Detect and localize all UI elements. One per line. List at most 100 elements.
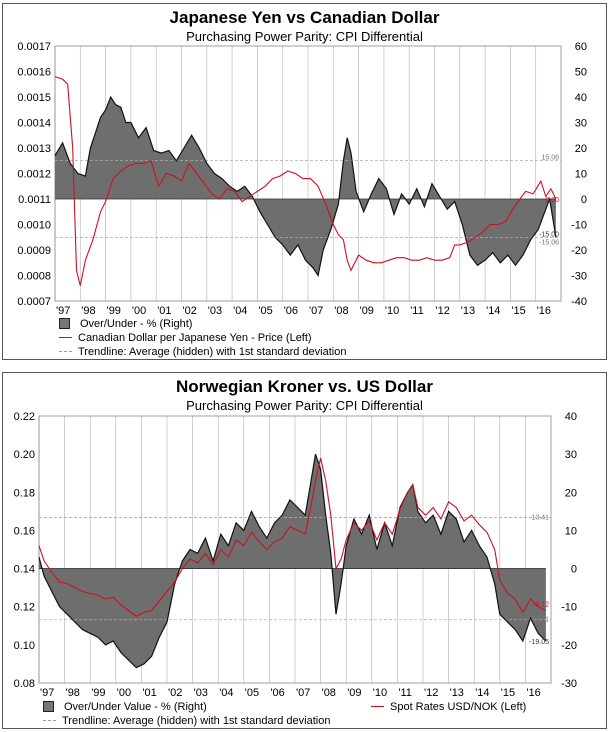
x-tick-label: '97	[40, 687, 54, 699]
legend-item-line: Spot Rates USD/NOK (Left)	[371, 700, 526, 713]
y-left-tick-label: 0.0008	[17, 271, 51, 283]
x-tick-label: '02	[183, 305, 197, 317]
y-left-tick-label: 0.18	[14, 487, 35, 499]
y-right-tick-label: 30	[565, 449, 577, 461]
y-right-tick-label: 20	[565, 487, 577, 499]
legend-item-trend: Trendline: Average (hidden) with 1st sta…	[59, 345, 346, 358]
legend-item-area: Over/Under Value - % (Right)	[43, 700, 207, 713]
annotation-value: -9.12	[533, 601, 549, 608]
x-tick-label: '13	[461, 305, 475, 317]
y-right-tick-label: 20	[575, 143, 587, 155]
series-price-line	[38, 457, 547, 617]
x-tick-label: '15	[511, 305, 525, 317]
x-tick-label: '13	[450, 687, 464, 699]
y-right-tick-label: 0	[571, 564, 577, 576]
x-tick-label: '15	[501, 687, 515, 699]
y-left-tick-label: 0.14	[14, 564, 35, 576]
chart-panel-yen-cad: Japanese Yen vs Canadian Dollar Purchasi…	[2, 3, 607, 360]
x-tick-label: '09	[360, 305, 374, 317]
series-area-outline	[38, 453, 547, 669]
x-tick-label: '03	[208, 305, 222, 317]
chart-title: Japanese Yen vs Canadian Dollar	[169, 8, 440, 27]
x-tick-label: '11	[410, 305, 424, 317]
x-tick-label: '99	[91, 687, 105, 699]
y-left-tick-label: 0.16	[14, 525, 35, 537]
y-left-tick-label: 0.0010	[17, 220, 51, 232]
x-tick-label: '16	[526, 687, 540, 699]
legend-label-area: Over/Under - % (Right)	[80, 317, 193, 330]
x-tick-label: '14	[475, 687, 489, 699]
y-right-tick-label: -10	[571, 220, 587, 232]
x-tick-label: '06	[284, 305, 298, 317]
x-tick-label: '14	[486, 305, 500, 317]
legend-swatch-line	[59, 337, 72, 338]
x-tick-label: '07	[309, 305, 323, 317]
y-right-tick-label: -10	[561, 602, 577, 614]
y-right-tick-label: 50	[575, 67, 587, 79]
series-price-line	[54, 76, 557, 286]
legend-label-trend: Trendline: Average (hidden) with 1st sta…	[62, 714, 331, 727]
x-tick-label: '08	[322, 687, 336, 699]
y-left-tick-label: 0.10	[14, 640, 35, 652]
y-left-tick-label: 0.0011	[18, 194, 51, 206]
y-left-tick-label: 0.0016	[17, 67, 51, 79]
y-left-tick-label: 0.08	[14, 678, 35, 690]
legend-label-trend: Trendline: Average (hidden) with 1st sta…	[78, 345, 347, 358]
x-tick-label: '06	[270, 687, 284, 699]
x-tick-label: '02	[168, 687, 182, 699]
x-tick-label: '10	[373, 687, 387, 699]
x-tick-label: '05	[258, 305, 272, 317]
y-right-tick-label: -20	[561, 640, 577, 652]
chart-plot-nok-usd: '97 '98 '99 '00 '01 '02 '03 '04 '05 '06 '07 '08 '09 '…	[14, 411, 577, 699]
y-left-tick-label: 0.0012	[17, 169, 51, 181]
plot-frame	[38, 415, 552, 684]
x-tick-label: '01	[157, 305, 171, 317]
chart-title: Norwegian Kroner vs. US Dollar	[176, 377, 433, 396]
y-left-tick-label: 0.22	[14, 411, 35, 423]
x-tick-label: '03	[194, 687, 208, 699]
y-left-tick-label: 0.12	[14, 602, 35, 614]
x-tick-label: '98	[81, 305, 95, 317]
x-tick-label: '11	[398, 687, 412, 699]
x-tick-label: '12	[424, 687, 438, 699]
chart-subtitle: Purchasing Power Parity: CPI Differentia…	[186, 29, 423, 44]
x-tick-label: '12	[436, 305, 450, 317]
y-right-tick-label: -30	[561, 678, 577, 690]
legend-swatch-trend	[43, 720, 56, 721]
legend-item-area: Over/Under - % (Right)	[59, 317, 192, 330]
y-right-tick-label: 10	[565, 525, 577, 537]
annotation-value: 0.00	[545, 197, 559, 204]
x-tick-label: '09	[347, 687, 361, 699]
y-right-tick-label: -40	[571, 296, 587, 308]
y-right-tick-label: 10	[575, 169, 587, 181]
y-left-tick-label: 0.20	[14, 449, 35, 461]
chart-subtitle: Purchasing Power Parity: CPI Differentia…	[186, 398, 423, 413]
chart-panel-nok-usd: Norwegian Kroner vs. US Dollar Purchasin…	[2, 372, 607, 729]
y-left-tick-label: 0.0013	[17, 143, 51, 155]
y-right-tick-label: 60	[575, 41, 587, 53]
y-right-tick-label: -20	[571, 245, 587, 257]
x-tick-label: '99	[107, 305, 121, 317]
legend-label-line: Spot Rates USD/NOK (Left)	[390, 700, 527, 713]
series-area-fill	[55, 97, 556, 276]
annotation-value: -13.41	[529, 617, 549, 624]
annotation-value: 15.06	[541, 155, 559, 162]
legend-label-line: Canadian Dollar per Japanese Yen - Price…	[78, 331, 312, 344]
x-tick-label: '00	[117, 687, 131, 699]
x-tick-label: '04	[233, 305, 247, 317]
annotation-value: -19.05	[529, 639, 549, 646]
y-left-tick-label: 0.0017	[17, 41, 51, 53]
legend-item-trend: Trendline: Average (hidden) with 1st sta…	[43, 714, 330, 727]
series-area-outline	[54, 95, 557, 278]
legend-item-line: Canadian Dollar per Japanese Yen - Price…	[59, 331, 312, 344]
y-left-tick-label: 0.0009	[17, 245, 51, 257]
y-right-tick-label: 30	[575, 118, 587, 130]
series-area-fill	[39, 454, 546, 668]
annotation-value: -15.00	[539, 231, 559, 238]
x-tick-label: '05	[245, 687, 259, 699]
x-tick-label: '98	[66, 687, 80, 699]
annotation-value: -15.06	[539, 239, 559, 246]
legend-swatch-area	[59, 318, 70, 329]
x-tick-label: '08	[334, 305, 348, 317]
y-right-tick-label: 40	[575, 92, 587, 104]
